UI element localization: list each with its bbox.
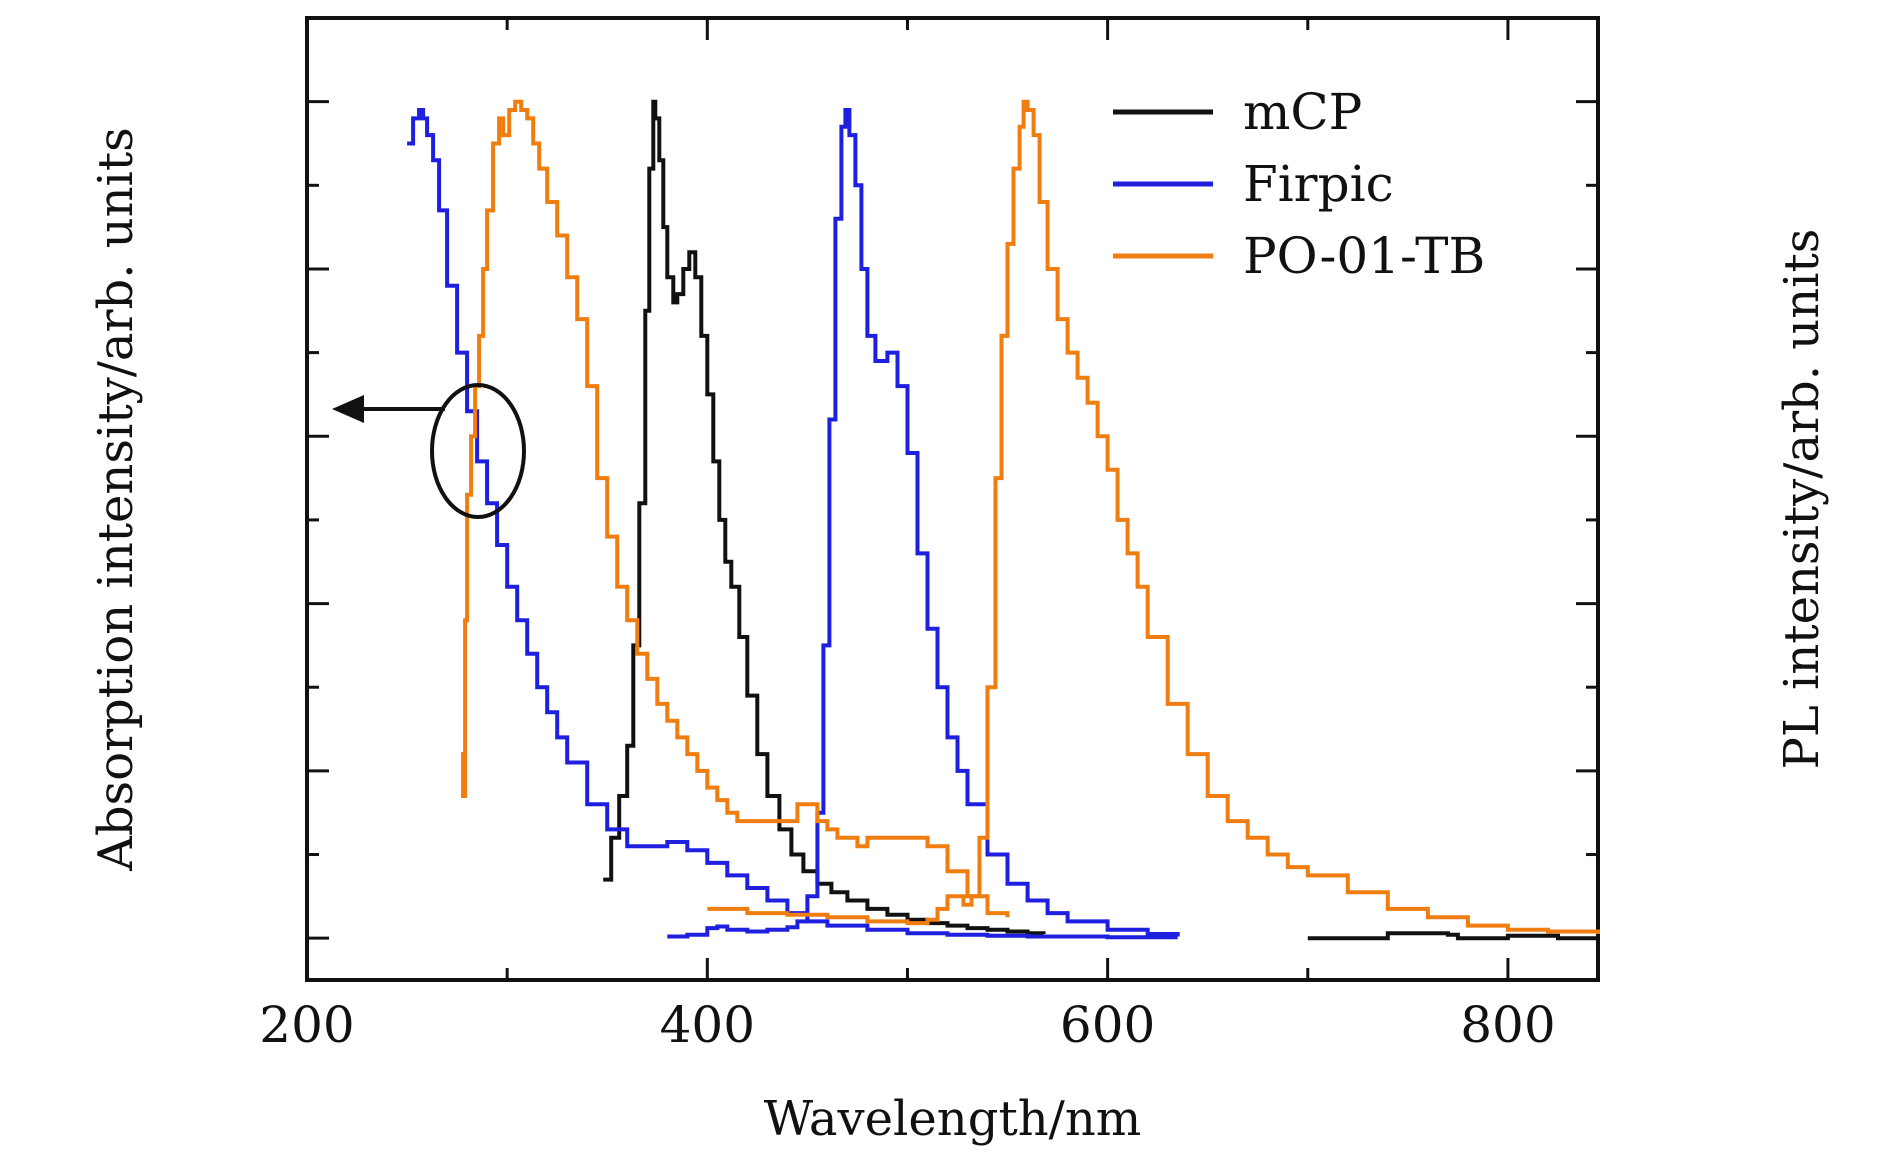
legend-label-mcp: mCP bbox=[1243, 83, 1362, 141]
y-axis-title-right: PL intensity/arb. units bbox=[1774, 229, 1830, 770]
plot-area: 200 400 600 800 Wavelength/nm Absorption inte… bbox=[88, 16, 1830, 1147]
annotation-ellipse bbox=[430, 383, 526, 519]
series-line-firpic-absorption bbox=[407, 108, 1178, 940]
series-line-mcp-absorption bbox=[1307, 931, 1600, 941]
legend-label-po-01-tb: PO-01-TB bbox=[1243, 227, 1485, 285]
x-tick-label: 800 bbox=[1460, 996, 1555, 1054]
plot-frame bbox=[305, 16, 1600, 982]
series-line-firpic-pl bbox=[667, 108, 1180, 939]
x-tick-label: 200 bbox=[259, 996, 354, 1054]
x-axis-title: Wavelength/nm bbox=[764, 1091, 1142, 1147]
series-line-po-01-tb-pl bbox=[707, 99, 1600, 934]
annotation-arrow-head bbox=[332, 395, 364, 423]
series-line-mcp-pl bbox=[603, 99, 1046, 936]
x-tick-label: 400 bbox=[660, 996, 755, 1054]
x-tick-label: 600 bbox=[1060, 996, 1155, 1054]
series-line-po-01-tb-absorption bbox=[461, 99, 1010, 918]
legend-label-firpic: Firpic bbox=[1243, 155, 1394, 213]
y-axis-title-left: Absorption intensity/arb. units bbox=[88, 127, 144, 872]
